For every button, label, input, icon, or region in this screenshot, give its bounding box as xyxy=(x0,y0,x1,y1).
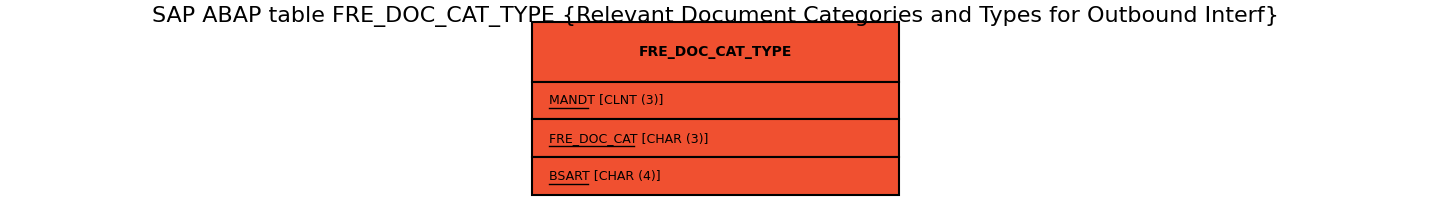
FancyBboxPatch shape xyxy=(532,157,899,195)
Text: SAP ABAP table FRE_DOC_CAT_TYPE {Relevant Document Categories and Types for Outb: SAP ABAP table FRE_DOC_CAT_TYPE {Relevan… xyxy=(152,6,1279,27)
FancyBboxPatch shape xyxy=(532,82,899,119)
Text: BSART [CHAR (4)]: BSART [CHAR (4)] xyxy=(548,170,660,183)
Text: MANDT [CLNT (3)]: MANDT [CLNT (3)] xyxy=(548,94,663,107)
Text: FRE_DOC_CAT_TYPE: FRE_DOC_CAT_TYPE xyxy=(638,45,793,59)
FancyBboxPatch shape xyxy=(532,119,899,157)
Text: FRE_DOC_CAT [CHAR (3)]: FRE_DOC_CAT [CHAR (3)] xyxy=(548,132,708,145)
FancyBboxPatch shape xyxy=(532,22,899,82)
